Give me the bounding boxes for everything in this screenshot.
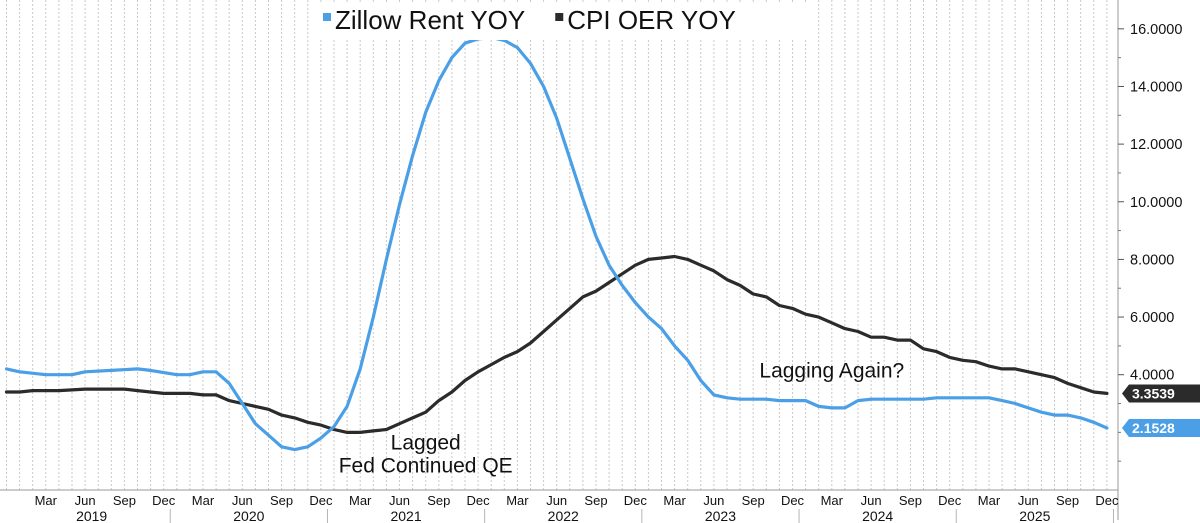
x-tick-label: Jun bbox=[861, 493, 882, 508]
x-year-label: 2025 bbox=[1019, 508, 1050, 523]
x-tick-label: Mar bbox=[663, 493, 686, 508]
x-tick-label: Sep bbox=[584, 493, 607, 508]
y-tick-label: 4.0000 bbox=[1130, 368, 1174, 384]
x-tick-label: Mar bbox=[978, 493, 1001, 508]
x-tick-label: Sep bbox=[742, 493, 765, 508]
x-tick-label: Sep bbox=[427, 493, 450, 508]
annotation-lagging-again: Lagging Again? bbox=[759, 360, 904, 383]
series-layer bbox=[4, 35, 1109, 452]
x-year-label: 2021 bbox=[390, 508, 421, 523]
x-tick-label: Dec bbox=[309, 493, 333, 508]
x-tick-label: Mar bbox=[192, 493, 215, 508]
x-tick-label: Mar bbox=[506, 493, 529, 508]
last-value-label: 3.3539 bbox=[1132, 385, 1175, 401]
x-tick-label: Sep bbox=[899, 493, 922, 508]
x-tick-label: Dec bbox=[1095, 493, 1119, 508]
x-tick-label: Jun bbox=[75, 493, 96, 508]
last-value-label: 2.1528 bbox=[1132, 420, 1175, 436]
x-tick-label: Jun bbox=[232, 493, 253, 508]
x-tick-label: Dec bbox=[152, 493, 176, 508]
last-value-badge bbox=[1122, 419, 1200, 438]
x-tick-label: Mar bbox=[35, 493, 58, 508]
legend-label: CPI OER YOY bbox=[567, 5, 736, 35]
x-tick-label: Mar bbox=[349, 493, 372, 508]
y-tick-label: 16.0000 bbox=[1130, 22, 1182, 38]
x-tick-label: Jun bbox=[703, 493, 724, 508]
x-year-label: 2023 bbox=[705, 508, 736, 523]
last-value-badges: 2.1528 3.3539 bbox=[1122, 384, 1200, 438]
grid-lines bbox=[6, 0, 1108, 490]
y-tick-label: 10.0000 bbox=[1130, 195, 1182, 211]
x-tick-label: Mar bbox=[821, 493, 844, 508]
y-tick-label: 8.0000 bbox=[1130, 252, 1174, 268]
x-tick-label: Sep bbox=[113, 493, 136, 508]
annotation-lagged: Lagged bbox=[391, 432, 461, 455]
x-year-label: 2024 bbox=[862, 508, 893, 523]
x-tick-label: Jun bbox=[389, 493, 410, 508]
legend: Zillow Rent YOY CPI OER YOY bbox=[312, 2, 810, 40]
x-year-label: 2022 bbox=[548, 508, 579, 523]
y-tick-label: 12.0000 bbox=[1130, 137, 1182, 153]
legend-marker bbox=[555, 13, 564, 21]
x-tick-label: Dec bbox=[467, 493, 491, 508]
legend-marker bbox=[323, 13, 331, 21]
y-tick-label: 14.0000 bbox=[1130, 79, 1182, 95]
last-value-badge bbox=[1122, 384, 1200, 403]
x-tick-label: Dec bbox=[938, 493, 962, 508]
x-tick-label: Jun bbox=[546, 493, 567, 508]
x-tick-label: Dec bbox=[624, 493, 648, 508]
annotation-fed: Fed Continued QE bbox=[339, 455, 513, 478]
legend-label: Zillow Rent YOY bbox=[335, 5, 525, 35]
x-tick-label: Sep bbox=[1056, 493, 1079, 508]
y-tick-label: 6.0000 bbox=[1130, 310, 1174, 326]
x-year-label: 2019 bbox=[76, 508, 107, 523]
x-tick-label: Sep bbox=[270, 493, 293, 508]
series-line-cpi-oer-yoy bbox=[4, 254, 1109, 434]
series-line-zillow-rent-yoy bbox=[4, 35, 1109, 452]
x-tick-label: Dec bbox=[781, 493, 805, 508]
x-tick-label: Jun bbox=[1018, 493, 1039, 508]
x-year-label: 2020 bbox=[233, 508, 264, 523]
